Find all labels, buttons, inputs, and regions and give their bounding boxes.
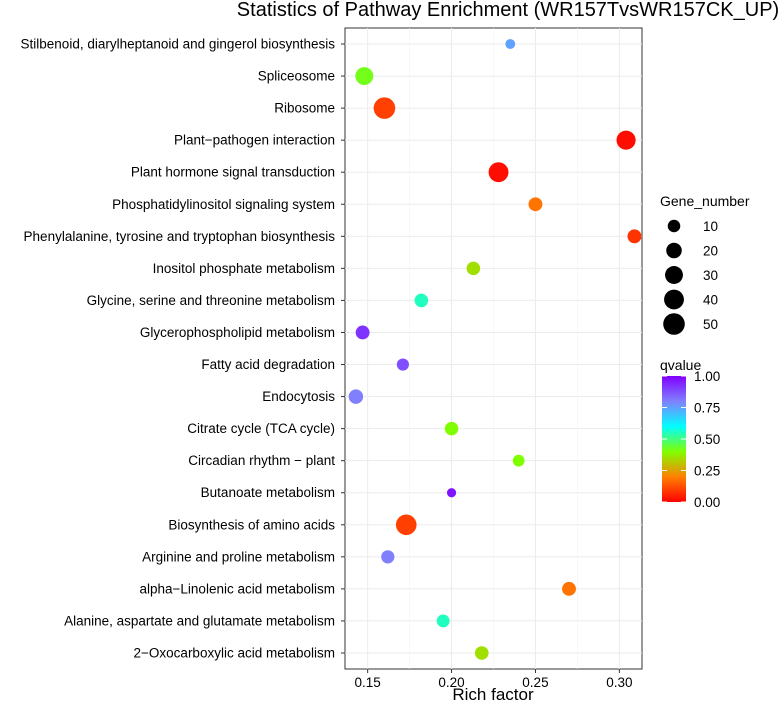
data-point (381, 550, 395, 564)
y-tick-label: Phenylalanine, tyrosine and tryptophan b… (24, 229, 336, 244)
gene-number-legend-label: 10 (703, 219, 718, 234)
data-point (414, 293, 429, 308)
y-tick-label: Ribosome (274, 101, 335, 116)
qvalue-tick-label: 0.75 (694, 401, 720, 416)
y-tick-label: Arginine and proline metabolism (142, 549, 335, 564)
data-point (446, 488, 457, 498)
y-axis-labels: Stilbenoid, diarylheptanoid and gingerol… (21, 37, 345, 660)
qvalue-tick-label: 0.00 (694, 495, 720, 510)
gene-number-legend-dot (663, 313, 685, 335)
x-axis-ticks: 0.15 0.20 0.25 0.30 (355, 669, 632, 690)
gene-number-legend-dot (666, 242, 682, 259)
data-point (488, 162, 509, 183)
x-axis-label: Rich factor (452, 685, 534, 704)
chart-title: Statistics of Pathway Enrichment (WR157T… (237, 0, 778, 21)
y-tick-label: Citrate cycle (TCA cycle) (187, 421, 335, 436)
data-point (396, 358, 409, 371)
x-tick-label: 0.15 (355, 675, 381, 690)
data-point (627, 229, 642, 244)
qvalue-tick-label: 1.00 (694, 369, 720, 384)
y-tick-label: Plant hormone signal transduction (131, 165, 335, 180)
x-tick-label: 0.20 (438, 675, 464, 690)
gene-number-legend-label: 20 (703, 244, 718, 259)
data-points (348, 39, 642, 660)
data-point (512, 454, 525, 467)
data-point (505, 39, 516, 49)
y-tick-label: Phosphatidylinositol signaling system (112, 197, 335, 212)
qvalue-tick-label: 0.50 (694, 432, 720, 447)
data-point (616, 130, 636, 150)
y-tick-label: Spliceosome (258, 69, 335, 84)
gene-number-legend-dot (667, 219, 681, 233)
data-point (562, 581, 576, 596)
y-tick-label: Inositol phosphate metabolism (153, 261, 335, 276)
gene-number-legend: Gene_number 10 20 30 40 50 (660, 193, 750, 335)
y-tick-label: Glycerophospholipid metabolism (140, 325, 335, 340)
data-point (474, 646, 489, 660)
y-tick-label: 2−Oxocarboxylic acid metabolism (134, 645, 335, 660)
gene-number-legend-title: Gene_number (660, 193, 750, 209)
data-point (466, 261, 481, 276)
y-tick-label: Alanine, aspartate and glutamate metabol… (64, 613, 335, 628)
data-point (355, 325, 370, 340)
data-point (444, 421, 459, 436)
y-tick-label: Fatty acid degradation (201, 357, 335, 372)
x-tick-label: 0.30 (606, 675, 632, 690)
data-point (436, 614, 450, 628)
data-point (395, 514, 417, 536)
y-tick-label: Plant−pathogen interaction (174, 133, 335, 148)
gene-number-legend-label: 30 (703, 268, 718, 283)
y-tick-label: Glycine, serine and threonine metabolism (87, 293, 335, 308)
gene-number-legend-dot (665, 266, 683, 284)
qvalue-legend-ticks: 1.00 0.75 0.50 0.25 0.00 (662, 369, 720, 510)
y-tick-label: Stilbenoid, diarylheptanoid and gingerol… (21, 37, 336, 52)
data-point (348, 389, 364, 404)
y-tick-label: Butanoate metabolism (201, 485, 335, 500)
y-tick-label: Biosynthesis of amino acids (168, 517, 335, 532)
qvalue-legend: qvalue 1.00 0.75 0.50 0.25 0.00 (660, 357, 720, 510)
gene-number-legend-label: 50 (703, 317, 718, 332)
qvalue-tick-label: 0.25 (694, 464, 720, 479)
y-tick-label: Endocytosis (262, 389, 335, 404)
y-tick-label: alpha−Linolenic acid metabolism (140, 581, 336, 596)
data-point (528, 197, 543, 212)
qvalue-legend-title: qvalue (660, 357, 701, 373)
data-point (373, 97, 396, 119)
x-tick-label: 0.25 (522, 675, 548, 690)
gene-number-legend-label: 40 (703, 293, 718, 308)
gene-number-legend-items: 10 20 30 40 50 (663, 219, 718, 335)
y-tick-label: Circadian rhythm − plant (188, 453, 335, 468)
gene-number-legend-dot (664, 289, 684, 310)
data-point (355, 67, 374, 86)
